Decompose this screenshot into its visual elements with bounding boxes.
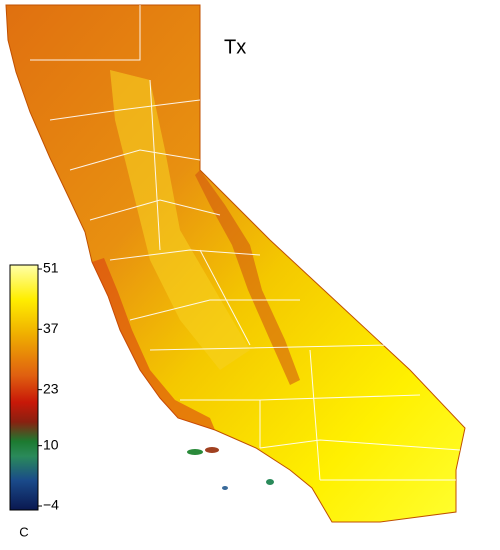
island: [266, 479, 274, 485]
sierra-band: [195, 170, 300, 385]
colorbar-tick-label: 37: [43, 320, 59, 336]
valley-band: [110, 70, 250, 370]
island: [187, 449, 203, 455]
county-lines: [30, 5, 461, 481]
island: [205, 447, 219, 453]
island: [222, 486, 228, 490]
colorbar-tick-label: 10: [43, 436, 59, 452]
islands: [187, 447, 274, 490]
colorbar-tick-label: 23: [43, 380, 59, 396]
colorbar-unit: C: [19, 524, 28, 539]
california-map: [5, 4, 466, 523]
map-title: Tx: [224, 36, 246, 58]
colorbar-tick-label: 51: [43, 260, 59, 276]
state-shape: [5, 4, 466, 523]
colorbar-tick-label: −4: [43, 497, 59, 513]
colorbar: 51 37 23 10 −4: [9, 260, 59, 513]
coast-warm-band: [92, 258, 215, 430]
colorbar-ramp: [9, 264, 39, 511]
